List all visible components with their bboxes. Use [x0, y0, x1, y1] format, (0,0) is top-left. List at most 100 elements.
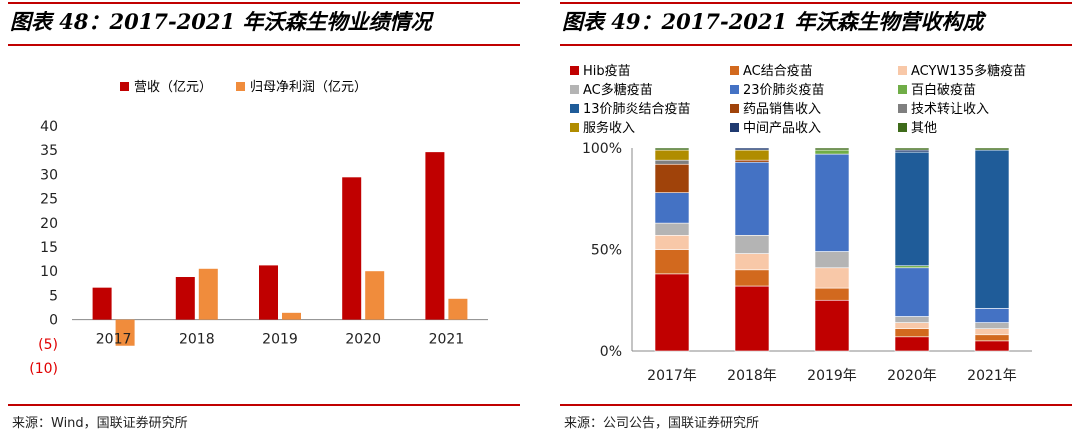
x-tick-label: 2019 [262, 332, 298, 348]
stacked-bar-segment [654, 159, 690, 165]
legend-swatch [570, 123, 579, 132]
legend-swatch [570, 66, 579, 75]
net-profit-bar [448, 298, 468, 320]
x-tick-label: 2018年 [727, 368, 777, 384]
legend-swatch [898, 104, 907, 113]
stacked-bar-segment [974, 147, 1010, 151]
legend-swatch [570, 85, 579, 94]
stacked-bar-segment [734, 253, 770, 271]
legend-label: 归母净利润（亿元） [250, 80, 367, 95]
stacked-bar-segment [814, 251, 850, 269]
stacked-bar-segment [894, 336, 930, 352]
y-tick-label: 25 [40, 192, 58, 208]
x-tick-label: 2019年 [807, 368, 857, 384]
y-tick-label: 0 [49, 313, 58, 329]
stacked-bar-segment [894, 322, 930, 329]
stacked-bar-segment [974, 322, 1010, 329]
source-top-rule [8, 404, 520, 406]
stacked-bar-segment [654, 192, 690, 224]
revenue-bar [92, 287, 112, 320]
revenue-bar [425, 152, 445, 320]
stacked-bar-segment [814, 147, 850, 151]
stacked-bar-segment [974, 149, 1010, 309]
legend-label: AC多糖疫苗 [583, 82, 653, 98]
stacked-bar-segment [654, 234, 690, 250]
stacked-bar-segment [814, 149, 850, 155]
title-bottom-rule [8, 44, 520, 46]
stacked-bar-segment [654, 273, 690, 352]
legend-swatch [898, 123, 907, 132]
chart-title: 图表 49：2017-2021 年沃森生物营收构成 [562, 9, 984, 34]
legend-label: 23价肺炎疫苗 [743, 82, 825, 98]
revenue-profit-chart: 营收（亿元） 归母净利润（亿元） 40 35 30 25 20 15 10 5 0 (5) (10) 20… [29, 80, 488, 377]
left-panel: 图表 48：2017-2021 年沃森生物业绩情况 营收（亿元） 归母净利润（亿元… [0, 0, 528, 442]
legend-label: AC结合疫苗 [743, 63, 813, 79]
y-tick-label: 50% [591, 243, 622, 259]
right-panel: 图表 49：2017-2021 年沃森生物营收构成 Hib疫苗 AC结合疫苗 ACY… [552, 0, 1080, 442]
y-tick-label: (10) [29, 361, 58, 377]
legend-swatch [898, 66, 907, 75]
revenue-composition-chart: Hib疫苗 AC结合疫苗 ACYW135多糖疫苗 AC多糖疫苗 23价肺炎疫苗 百白破疫苗… [570, 63, 1032, 384]
y-tick-label: 40 [40, 119, 58, 135]
stacked-bar-segment [894, 151, 930, 267]
net-profit-bar [115, 319, 135, 346]
x-tick-label: 2020 [345, 332, 381, 348]
source-note: 来源：Wind，国联证券研究所 [12, 416, 188, 431]
stacked-bar-segment [974, 328, 1010, 336]
stacked-bar-segment [734, 285, 770, 352]
stacked-bar-segment [814, 299, 850, 352]
stacked-bar-segment [814, 267, 850, 289]
legend-label: 药品销售收入 [743, 101, 821, 117]
net-profit-bar [198, 268, 218, 320]
stacked-bar-segment [894, 149, 930, 153]
stacked-bar-segment [814, 287, 850, 301]
legend-label: 中间产品收入 [743, 121, 821, 136]
stacked-bar-segment [974, 340, 1010, 352]
net-profit-bar [365, 271, 385, 320]
net-profit-bar [282, 312, 301, 320]
stacked-bar-segment [734, 234, 770, 254]
stacked-bar-segment [654, 147, 690, 151]
legend-label: 其他 [911, 121, 937, 136]
y-tick-label: 5 [49, 288, 58, 304]
legend-label: ACYW135多糖疫苗 [911, 63, 1026, 79]
source-note: 来源：公司公告，国联证券研究所 [564, 416, 760, 431]
y-tick-label: 10 [40, 264, 58, 280]
x-tick-label: 2018 [179, 332, 215, 348]
y-tick-label: (5) [38, 337, 58, 353]
title-top-rule [8, 2, 520, 4]
legend-swatch [730, 104, 739, 113]
x-tick-label: 2017 [96, 332, 132, 348]
y-tick-label: 35 [40, 143, 58, 159]
stacked-bar-segment [654, 222, 690, 236]
stacked-bar-segment [734, 269, 770, 287]
source-top-rule [560, 404, 1072, 406]
stacked-bar-segment [734, 149, 770, 161]
legend-label: Hib疫苗 [583, 63, 631, 79]
stacked-bar-segment [654, 249, 690, 275]
legend-label: 百白破疫苗 [911, 82, 976, 98]
title-bottom-rule [560, 44, 1072, 46]
y-tick-label: 30 [40, 167, 58, 183]
revenue-bar [342, 177, 362, 320]
y-tick-label: 20 [40, 216, 58, 232]
x-tick-label: 2017年 [647, 368, 697, 384]
legend-swatch [236, 82, 245, 91]
stacked-bar-segment [974, 334, 1010, 342]
x-tick-label: 2021年 [967, 368, 1017, 384]
x-tick-label: 2021 [429, 332, 465, 348]
y-tick-label: 100% [582, 141, 622, 157]
x-tick-label: 2020年 [887, 368, 937, 384]
legend-swatch [120, 82, 129, 91]
legend-label: 13价肺炎结合疫苗 [583, 101, 691, 117]
stacked-bar-segment [894, 265, 930, 269]
legend-label: 服务收入 [583, 120, 635, 136]
legend-swatch [898, 85, 907, 94]
chart-title: 图表 48：2017-2021 年沃森生物业绩情况 [10, 9, 432, 34]
legend-swatch [730, 85, 739, 94]
stacked-bar-segment [894, 267, 930, 317]
stacked-bar-segment [734, 147, 770, 151]
revenue-bar [259, 265, 278, 320]
legend-swatch [570, 104, 579, 113]
title-top-rule [560, 2, 1072, 4]
